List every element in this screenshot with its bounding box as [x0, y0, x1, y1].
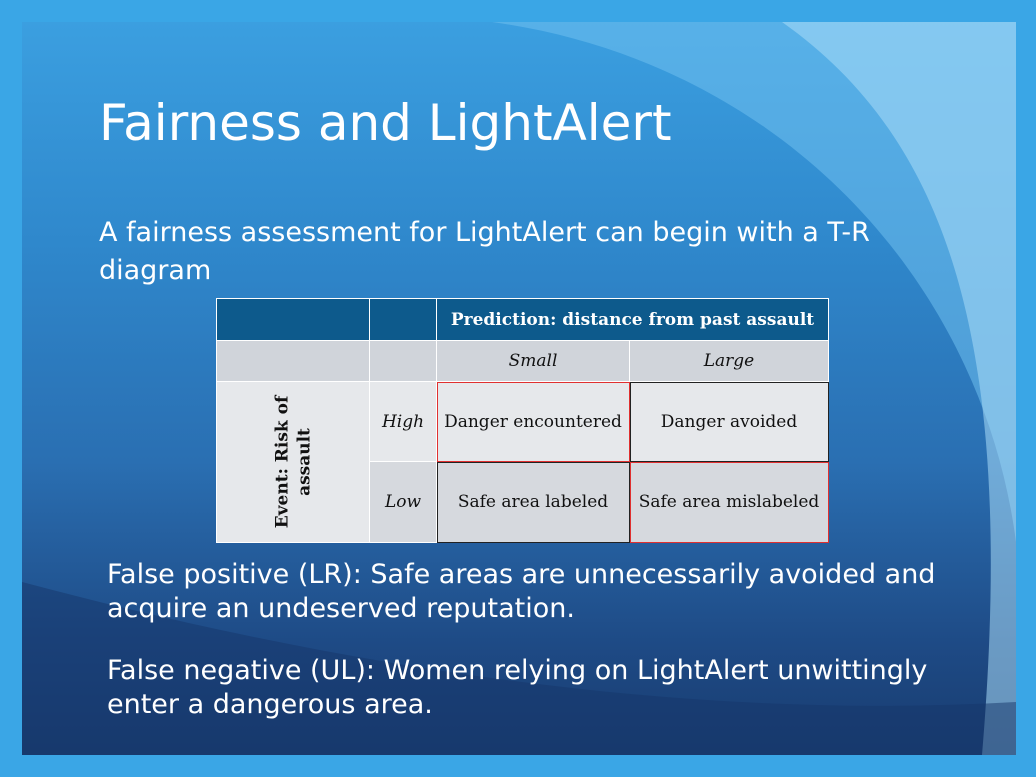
slide-title: Fairness and LightAlert [99, 94, 672, 152]
slide-content: Fairness and LightAlert A fairness asses… [22, 22, 1016, 755]
event-risk-label: Event: Risk of assault [216, 381, 370, 543]
slide-subtitle: A fairness assessment for LightAlert can… [99, 217, 870, 286]
bullet-false-positive: False positive (LR): Safe areas are unne… [107, 559, 936, 624]
prediction-header: Prediction: distance from past assault [436, 298, 829, 341]
subheader-empty-2 [369, 340, 437, 382]
cell-danger-avoided: Danger avoided [629, 381, 829, 462]
cell-safe-area-labeled: Safe area labeled [436, 461, 630, 543]
row-low: Low [369, 461, 437, 543]
subheader-empty-1 [216, 340, 370, 382]
event-risk-label-line1: Event: Risk of [271, 395, 292, 529]
col-large: Large [629, 340, 829, 382]
bullet-false-negative: False negative (UL): Women relying on Li… [107, 655, 928, 720]
event-risk-label-line2: assault [293, 428, 314, 496]
cell-danger-encountered: Danger encountered [436, 381, 630, 462]
col-small: Small [436, 340, 630, 382]
header-empty-2 [369, 298, 437, 341]
cell-safe-area-mislabeled: Safe area mislabeled [629, 461, 829, 543]
tr-diagram-table: Prediction: distance from past assault S… [216, 298, 829, 543]
row-high: High [369, 381, 437, 462]
header-empty-1 [216, 298, 370, 341]
background-swoosh [22, 22, 1016, 755]
